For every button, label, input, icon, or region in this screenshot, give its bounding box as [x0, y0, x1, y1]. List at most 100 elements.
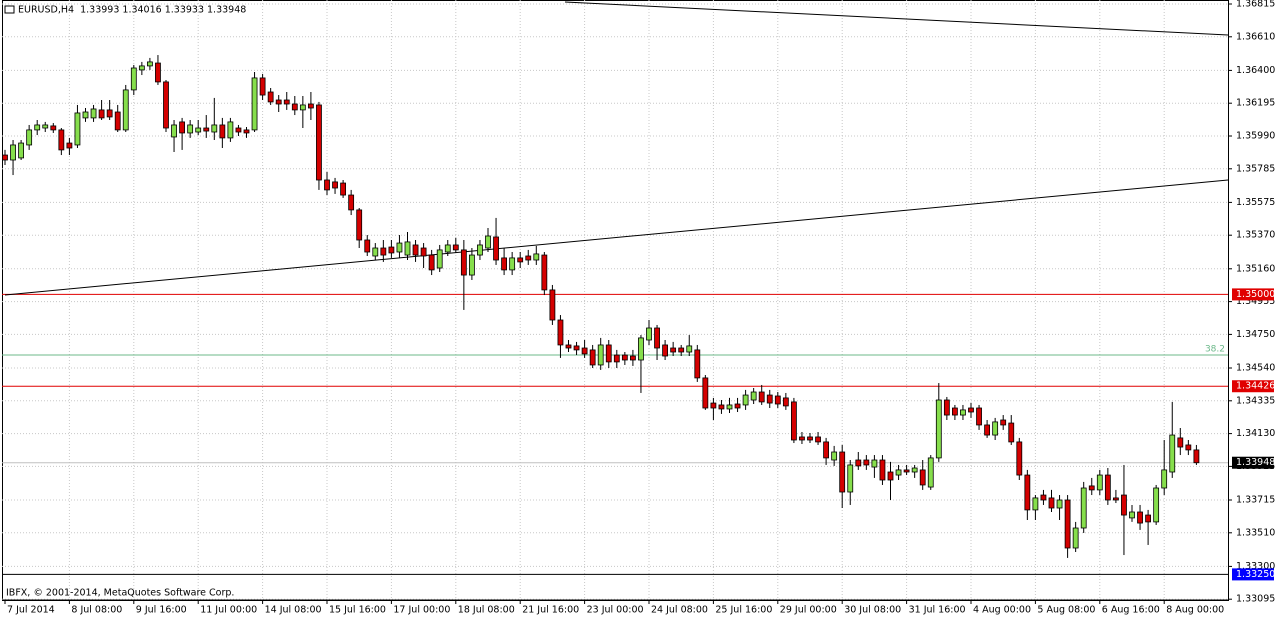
candle-body: [227, 121, 234, 139]
title-icon: [4, 5, 15, 14]
candle-body: [1096, 474, 1103, 491]
x-tick-label: 14 Jul 08:00: [265, 605, 322, 616]
candle-body: [766, 394, 773, 404]
candle-body: [18, 142, 25, 159]
x-tick-label: 8 Jul 08:00: [71, 605, 122, 616]
candle-body: [1104, 474, 1111, 501]
candle-body: [710, 402, 717, 409]
candle-body: [324, 179, 330, 191]
marks: [2, 55, 1200, 558]
candle-body: [1048, 497, 1055, 509]
candle-body: [291, 103, 298, 111]
candle-body: [452, 244, 459, 251]
trendline: [564, 1, 1229, 36]
candle-body: [106, 109, 113, 118]
candle-body: [791, 401, 797, 441]
candle-body: [597, 344, 604, 366]
y-tick-label: 1.34750: [1236, 329, 1275, 340]
x-tick-label: 7 Jul 2014: [7, 605, 55, 616]
candle-body: [364, 239, 371, 253]
candle-body: [485, 235, 491, 249]
candle-body: [122, 89, 129, 131]
y-tick-label: 1.35160: [1236, 263, 1275, 274]
candle-body: [1193, 449, 1200, 464]
x-tick-label: 24 Jul 08:00: [651, 605, 708, 616]
candle-body: [243, 129, 250, 134]
y-tick-label: 1.36815: [1236, 0, 1275, 10]
overlay: 1.35000 1.34426 1.33948 1.33250: [1232, 288, 1275, 581]
candle-body: [1056, 499, 1063, 509]
x-tick-label: 23 Jul 00:00: [587, 605, 644, 616]
y-tick-label: 1.36195: [1236, 98, 1275, 109]
y-tick-label: 1.36400: [1236, 65, 1275, 76]
candle-body: [195, 127, 202, 133]
level-box: [1232, 380, 1274, 393]
candle-body: [919, 469, 926, 486]
candle-body: [155, 62, 161, 83]
candle-body: [565, 344, 572, 349]
candle-body: [26, 129, 33, 146]
candle-body: [525, 255, 532, 261]
level-box: [1232, 568, 1274, 581]
candle-body: [992, 421, 999, 436]
candle-body: [847, 464, 854, 493]
candle-body: [1032, 497, 1039, 511]
candle-body: [436, 249, 443, 269]
candle-body: [1121, 494, 1127, 516]
y-tick-label: 1.33095: [1236, 594, 1275, 605]
candle-body: [734, 403, 741, 409]
y-tick-label: 1.34335: [1236, 395, 1275, 406]
candle-body: [1064, 499, 1071, 549]
candle-body: [1024, 474, 1031, 511]
candle-body: [316, 104, 322, 181]
candle-body: [839, 451, 846, 493]
candle-body: [66, 142, 73, 149]
x-tick-label: 8 Aug 00:00: [1166, 605, 1224, 616]
x-tick-label: 9 Jul 16:00: [136, 605, 187, 616]
candle-body: [1137, 511, 1143, 524]
candle-body: [10, 144, 16, 161]
y-tick-label: 1.35785: [1236, 163, 1275, 174]
candle-body: [267, 91, 274, 103]
candle-body: [750, 391, 757, 401]
candle-body: [460, 249, 467, 276]
x-tick-label: 21 Jul 16:00: [522, 605, 579, 616]
candle-body: [943, 399, 950, 416]
candle-body: [493, 236, 499, 261]
candle-body: [1000, 419, 1007, 426]
level-label: 1.35000: [1236, 289, 1275, 300]
x-tick-label: 18 Jul 08:00: [458, 605, 515, 616]
candle-body: [332, 181, 338, 189]
level-box: [1232, 288, 1274, 301]
candle-body: [782, 397, 789, 407]
chart-title: EURUSD,H4 1.33993 1.34016 1.33933 1.3394…: [18, 5, 246, 16]
candle-body: [984, 424, 990, 436]
candle-body: [1177, 437, 1184, 448]
candle-body: [275, 99, 282, 105]
candle-body: [968, 407, 974, 413]
candle-body: [299, 104, 306, 111]
candle-body: [1040, 494, 1047, 501]
candle-body: [90, 108, 97, 119]
candle-body: [871, 459, 878, 468]
candle-body: [605, 344, 612, 363]
y-tick-label: 1.34130: [1236, 428, 1275, 439]
y-tick-label: 1.34955: [1236, 296, 1275, 307]
candle-body: [758, 391, 765, 403]
candle-body: [444, 244, 451, 253]
candle-body: [1113, 497, 1119, 501]
candle-body: [895, 469, 902, 476]
candle-body: [549, 289, 556, 321]
candle-body: [879, 459, 886, 481]
candle-body: [630, 355, 636, 361]
x-tick-label: 29 Jul 00:00: [780, 605, 837, 616]
candle-body: [976, 407, 982, 426]
candle-body: [179, 121, 186, 134]
footer: IBFX, © 2001-2014, MetaQuotes Software C…: [6, 588, 234, 599]
candle-body: [420, 247, 427, 257]
candle-body: [726, 404, 733, 410]
candle-body: [662, 344, 668, 357]
candle-body: [517, 257, 524, 263]
candle-body: [340, 182, 347, 196]
candle-body: [1161, 469, 1168, 489]
